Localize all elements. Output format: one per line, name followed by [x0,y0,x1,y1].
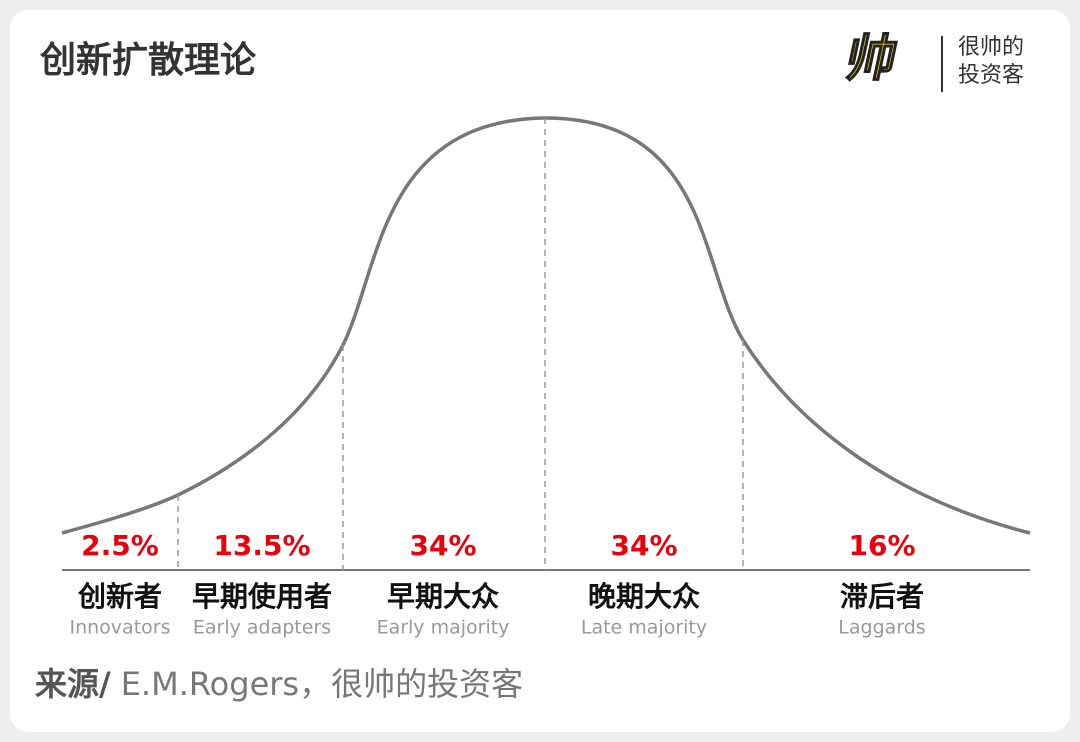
dividers [177,118,744,570]
segment-percent: 34% [610,529,677,562]
segment-name: 创新者 [77,580,162,613]
bell-curve [61,116,1031,535]
logo-mark: 帅 [840,29,902,87]
segment-percent: 13.5% [213,529,310,562]
segment-name: 滞后者 [840,580,924,613]
segment-percent: 16% [848,529,915,562]
logo: 帅 很帅的 投资客 [840,28,1024,92]
segment-name: 早期大众 [387,580,499,613]
logo-line2: 投资客 [958,63,1024,88]
segment-percent: 34% [409,529,476,562]
title: 创新扩散理论 [40,40,257,81]
segment-name-en: Early majority [377,617,510,639]
segment-name: 晚期大众 [588,580,700,613]
source: 来源/E.M.Rogers，很帅的投资客 [35,665,523,703]
source-text: E.M.Rogers，很帅的投资客 [121,665,523,703]
source-label: 来源/ [35,665,111,703]
segment-percent: 2.5% [81,529,159,562]
logo-line1: 很帅的 [958,35,1024,60]
card [10,10,1070,732]
segment-name-en: Innovators [70,617,171,639]
segment-name: 早期使用者 [192,580,332,613]
segment-name-en: Early adapters [193,617,331,639]
segment-name-en: Laggards [838,617,925,639]
segment-name-en: Late majority [581,617,707,639]
